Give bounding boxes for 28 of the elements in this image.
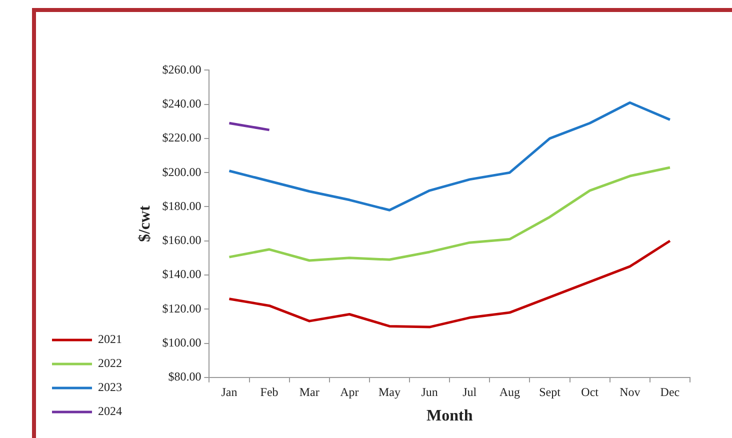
y-tick-label: $100.00	[162, 335, 202, 350]
x-tick-label: Mar	[299, 384, 320, 399]
y-tick-label: $140.00	[162, 267, 202, 282]
legend-label: 2023	[98, 380, 122, 394]
x-tick-label: Jan	[221, 384, 238, 399]
x-tick-label: Jul	[462, 384, 478, 399]
y-tick-label: $80.00	[168, 370, 202, 384]
y-tick-label: $160.00	[162, 233, 202, 248]
y-tick-label: $120.00	[162, 301, 202, 316]
x-tick-label: Aug	[499, 384, 520, 399]
x-tick-label: Sept	[539, 384, 562, 399]
y-tick-label: $180.00	[162, 198, 202, 213]
x-tick-label: Dec	[660, 384, 680, 399]
y-tick-label: $220.00	[162, 130, 202, 145]
x-tick-label: Nov	[620, 384, 640, 399]
y-tick-label: $240.00	[162, 96, 202, 110]
x-tick-label: Oct	[581, 384, 600, 399]
y-axis-title: $/cwt	[136, 204, 154, 242]
x-tick-label: Jun	[421, 384, 438, 399]
y-tick-label: $260.00	[162, 62, 202, 76]
x-tick-label: Apr	[340, 384, 359, 399]
legend-label: 2022	[98, 356, 122, 370]
legend-label: 2024	[98, 404, 122, 418]
x-tick-label: May	[378, 384, 400, 399]
legend-label: 2021	[98, 332, 122, 346]
x-axis-title: Month	[426, 408, 473, 425]
x-tick-label: Feb	[260, 384, 278, 399]
y-tick-label: $200.00	[162, 164, 202, 179]
